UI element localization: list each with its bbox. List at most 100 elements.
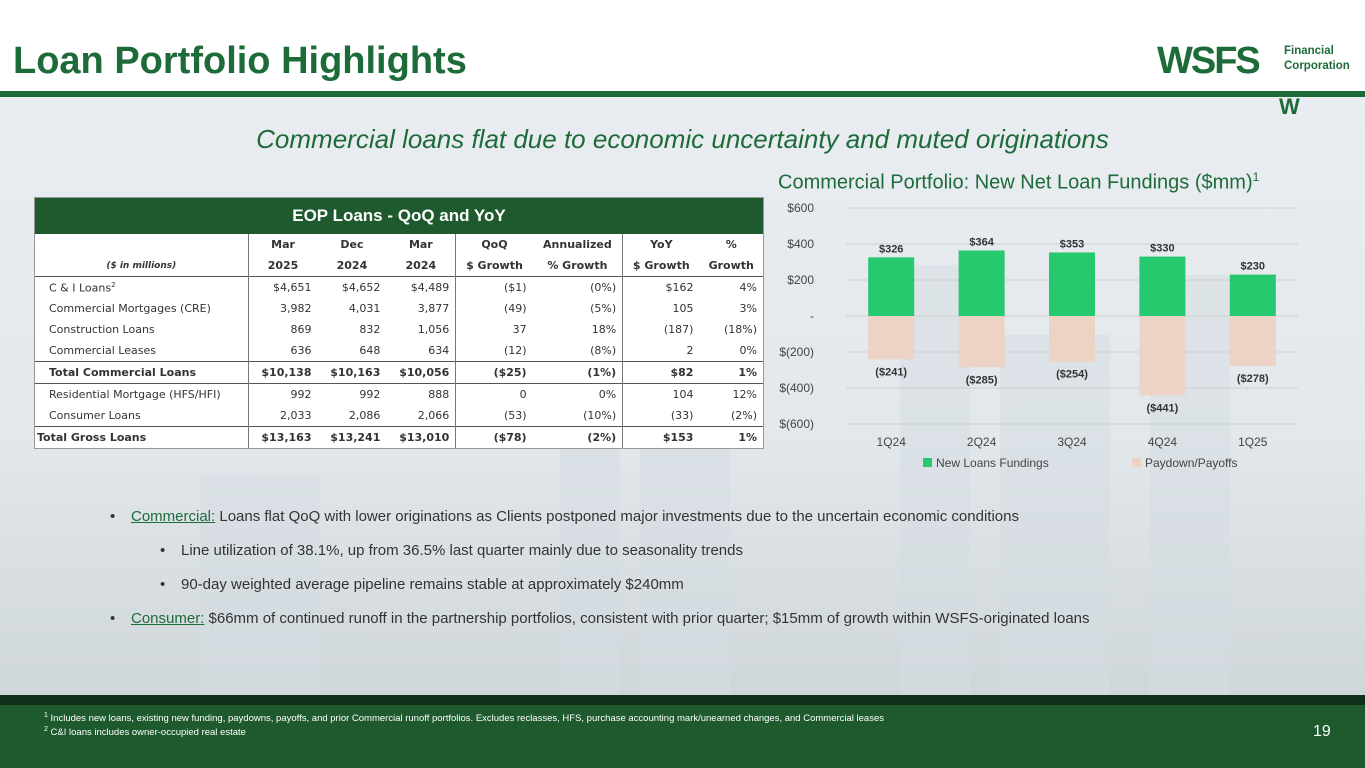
column-header-bottom: 2025	[247, 255, 318, 277]
table-cell: 12%	[699, 383, 763, 405]
table-cell: (5%)	[590, 302, 617, 315]
wsfs-logo: WSFS Financial Corporation	[1157, 42, 1350, 80]
table-row: Total Commercial Loans $10,138 $10,163 $10,…	[35, 361, 763, 384]
table-row: Construction Loans 869 832 1,056 37 18% (187) (…	[35, 319, 763, 340]
bullet-item: • Commercial: Loans flat QoQ with lower o…	[110, 507, 1090, 541]
table-cell: $10,138	[247, 361, 318, 384]
page-number: 19	[1313, 723, 1331, 740]
sub-bullet-item: • Line utilization of 38.1%, up from 36.5…	[110, 541, 1090, 575]
table-cell: 3,877	[417, 302, 450, 315]
table-cell: (1%)	[532, 361, 623, 384]
bar-label-new-loans: $326	[879, 243, 903, 255]
table-row: Consumer Loans 2,033 2,086 2,066 (53) (10%) (3…	[35, 405, 763, 427]
bullet-text: Line utilization of 38.1%, up from 36.5%…	[181, 542, 743, 559]
y-tick-label: $(400)	[779, 381, 814, 395]
x-tick-label: 3Q24	[1057, 435, 1087, 449]
row-label-text: Commercial Leases	[49, 344, 156, 357]
column-header-top: Mar	[408, 238, 433, 251]
column-header-bottom: % Growth	[547, 259, 608, 272]
table-cell: 992	[247, 383, 318, 405]
table-cell: 0%	[532, 383, 623, 405]
logo-sub-line2: Corporation	[1284, 60, 1350, 72]
legend-label-new-loans: New Loans Fundings	[936, 456, 1049, 470]
row-label: Residential Mortgage (HFS/HFI)	[35, 383, 249, 405]
table-cell: 869	[247, 319, 318, 340]
table-cell: 1%	[699, 426, 763, 448]
row-label-text: Consumer Loans	[49, 409, 141, 422]
bar-label-paydowns: ($285)	[966, 374, 998, 386]
logo-mark: W	[1279, 94, 1300, 119]
table-cell: (0%)	[532, 276, 623, 298]
table-cell: 634	[428, 344, 450, 357]
legend-swatch-paydowns	[1132, 458, 1141, 467]
column-header-bottom: 2024	[405, 259, 437, 272]
legend-swatch-new-loans	[923, 458, 932, 467]
footnote-1: 1 Includes new loans, existing new fundi…	[44, 712, 884, 724]
table-cell: ($1)	[455, 276, 533, 298]
table-cell: 636	[247, 340, 318, 362]
footnote-2: 2 C&I loans includes owner-occupied real…	[44, 726, 246, 738]
unit-label: ($ in millions)	[106, 260, 177, 271]
table-cell: $10,056	[386, 361, 456, 384]
y-tick-label: $200	[787, 273, 814, 287]
y-tick-label: -	[810, 309, 814, 323]
fundings-chart: $600 $400 $200 - $(200) $(400) $(600) $326 ($241…	[778, 196, 1308, 486]
bullet-dot: •	[160, 576, 166, 593]
row-label: Total Commercial Loans	[35, 361, 249, 384]
footnote-2-num: 2	[44, 726, 48, 733]
column-header-bottom: Growth	[708, 259, 754, 272]
bar-new-loans	[1049, 252, 1095, 316]
table-cell: $4,652	[317, 276, 387, 298]
slide-subtitle: Commercial loans flat due to economic un…	[256, 124, 1109, 154]
footer	[0, 695, 1365, 768]
table-cell: 1%	[699, 361, 763, 384]
sub-bullet-item: • 90-day weighted average pipeline remain…	[110, 575, 1090, 609]
row-label: C & I Loans2	[35, 276, 249, 298]
column-header-top: YoY	[622, 234, 700, 255]
table-cell: 1,056	[417, 323, 450, 336]
bar-paydowns	[1139, 316, 1186, 396]
row-label: Total Gross Loans	[35, 426, 249, 448]
header-divider	[0, 91, 1365, 97]
bullet-text: $66mm of continued runoff in the partner…	[204, 610, 1090, 627]
table-cell: 2,033	[247, 405, 318, 427]
table-cell: (49)	[455, 298, 533, 319]
table-header-row-1: Mar Dec Mar QoQ Annualized YoY%	[35, 234, 763, 255]
table-cell: $13,010	[386, 426, 456, 448]
row-label: Construction Loans	[35, 319, 248, 340]
y-tick-label: $(600)	[779, 417, 814, 431]
logo-sub-line1: Financial	[1284, 45, 1334, 57]
bar-label-paydowns: ($278)	[1237, 373, 1269, 385]
table-cell: $162	[622, 276, 700, 298]
row-label-text: C & I Loans	[49, 281, 112, 295]
table-cell: 0	[455, 383, 533, 405]
row-label: Commercial Leases	[35, 340, 248, 362]
legend-label-paydowns: Paydown/Payoffs	[1145, 456, 1238, 470]
bar-label-paydowns: ($254)	[1056, 369, 1088, 381]
loans-table-grid: Mar Dec Mar QoQ Annualized YoY% ($ in millions…	[35, 234, 763, 448]
table-cell: ($25)	[455, 361, 533, 384]
table-cell: 18%	[591, 323, 617, 336]
x-tick-label: 1Q24	[877, 435, 907, 449]
bar-label-new-loans: $364	[969, 236, 994, 248]
table-cell: 104	[622, 383, 700, 405]
bar-new-loans	[1229, 274, 1276, 316]
table-cell: 648	[359, 344, 381, 357]
logo-subtitle: Financial Corporation	[1284, 44, 1364, 74]
column-header-bottom: 2024	[336, 259, 368, 272]
table-row: Commercial Mortgages (CRE) 3,982 4,031 3,87…	[35, 298, 763, 319]
table-cell: (8%)	[590, 344, 617, 357]
table-cell: (18%)	[723, 323, 757, 336]
bullet-lead: Commercial:	[131, 508, 216, 525]
bar-new-loans	[868, 257, 915, 316]
table-cell: $13,163	[247, 426, 318, 448]
table-title: EOP Loans - QoQ and YoY	[35, 198, 763, 234]
table-cell: 37	[455, 319, 533, 340]
table-cell: 2,086	[348, 409, 381, 422]
y-tick-label: $600	[787, 201, 814, 215]
bar-label-new-loans: $330	[1150, 243, 1174, 255]
chart-title-text: Commercial Portfolio: New Net Loan Fundi…	[778, 171, 1253, 194]
row-label-text: Commercial Mortgages (CRE)	[49, 302, 211, 315]
table-cell: (12)	[455, 340, 533, 362]
bullet-dot: •	[110, 610, 116, 627]
